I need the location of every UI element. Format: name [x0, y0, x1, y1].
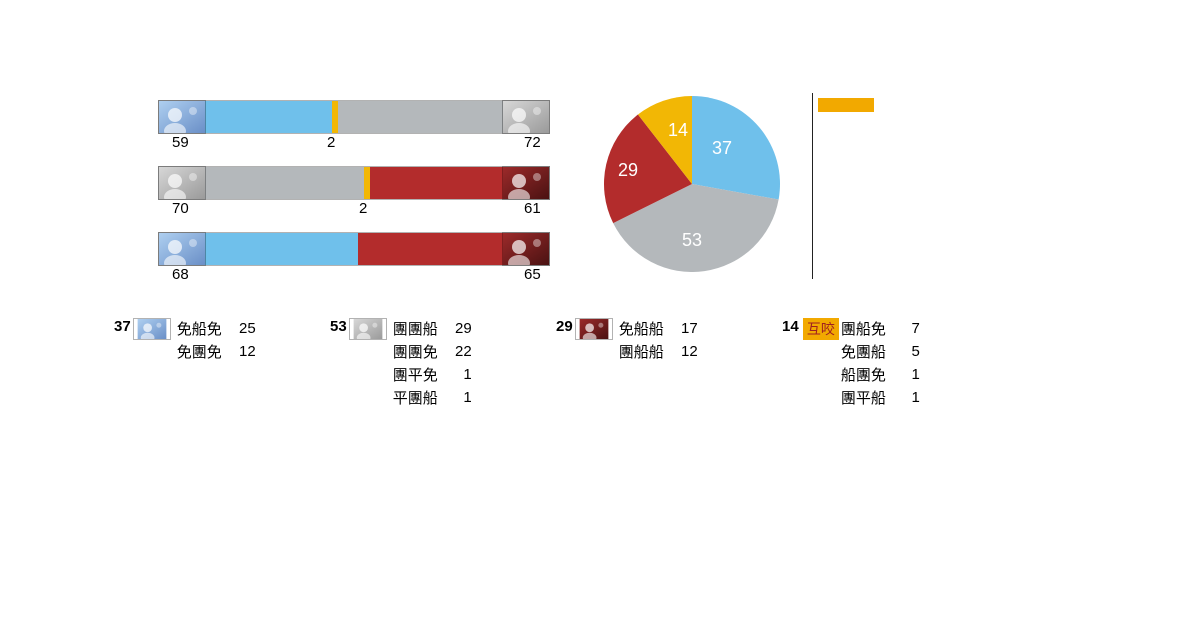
- portrait-right: [502, 100, 550, 134]
- stat-value: 12: [672, 341, 706, 364]
- portrait-right: [502, 166, 550, 200]
- stacked-bar: P宝: [158, 232, 550, 266]
- stat-key: 團船免: [841, 318, 894, 341]
- stat-key: 免船免: [177, 318, 230, 341]
- portrait-icon: [349, 318, 387, 340]
- stat-value: 12: [230, 341, 264, 364]
- stat-key: 免團船: [841, 341, 894, 364]
- stat-table: 免船船17團船船12: [619, 318, 706, 364]
- portrait-icon: [575, 318, 613, 340]
- stat-value: 1: [446, 364, 480, 387]
- pie-slice-label: 37: [712, 138, 732, 159]
- stat-value: 25: [230, 318, 264, 341]
- bar-center-value: 2: [327, 134, 335, 151]
- stat-block: 29 免船船17團船船12: [556, 318, 706, 364]
- pie-slice-label: 53: [682, 230, 702, 251]
- portrait-left: [158, 100, 206, 134]
- block-total: 37: [114, 318, 131, 335]
- pie-slice-label: 29: [618, 160, 638, 181]
- stat-value: 17: [672, 318, 706, 341]
- stat-value: 22: [446, 341, 480, 364]
- stat-table: 團船免7免團船5船團免1團平船1: [841, 318, 928, 410]
- stat-value: 7: [894, 318, 928, 341]
- bar-right-value: 65: [524, 266, 541, 283]
- stat-table: 團團船29團團免22團平免1平團船1: [393, 318, 480, 410]
- stat-table: 免船免25免團免12: [177, 318, 264, 364]
- portrait-right: [502, 232, 550, 266]
- pie-slice-label: 14: [668, 120, 688, 141]
- block-total: 53: [330, 318, 347, 335]
- portrait-left: [158, 232, 206, 266]
- bar-right-value: 61: [524, 200, 541, 217]
- stat-value: 1: [894, 387, 928, 410]
- stat-key: 免團免: [177, 341, 230, 364]
- stat-key: 團團船: [393, 318, 446, 341]
- stacked-bar: 聖公宝: [158, 166, 550, 200]
- vertical-separator: [812, 93, 813, 279]
- bar-left-value: 70: [172, 200, 189, 217]
- stat-key: 團船船: [619, 341, 672, 364]
- stat-value: 1: [894, 364, 928, 387]
- stat-key: 團團免: [393, 341, 446, 364]
- stat-key: 免船船: [619, 318, 672, 341]
- stat-value: 1: [446, 387, 480, 410]
- stat-block: 37 免船免25免團免12: [114, 318, 264, 364]
- stat-key: 平團船: [393, 387, 446, 410]
- stat-value: 5: [894, 341, 928, 364]
- stat-block: 53 團團船29團團免22團平免1平團船1: [330, 318, 480, 410]
- bar-left-value: 68: [172, 266, 189, 283]
- stat-key: 團平免: [393, 364, 446, 387]
- spark-bar: [818, 98, 874, 112]
- stat-key: 船團免: [841, 364, 894, 387]
- bar-left-value: 59: [172, 134, 189, 151]
- bar-right-value: 72: [524, 134, 541, 151]
- stat-value: 29: [446, 318, 480, 341]
- block-total: 29: [556, 318, 573, 335]
- stat-block: 14 互咬 團船免7免團船5船團免1團平船1: [782, 318, 928, 410]
- portrait-icon: [133, 318, 171, 340]
- bar-center-value: 2: [359, 200, 367, 217]
- block-tag: 互咬: [803, 318, 839, 340]
- stacked-bar: P聖公: [158, 100, 550, 134]
- portrait-left: [158, 166, 206, 200]
- block-total: 14: [782, 318, 799, 335]
- stat-key: 團平船: [841, 387, 894, 410]
